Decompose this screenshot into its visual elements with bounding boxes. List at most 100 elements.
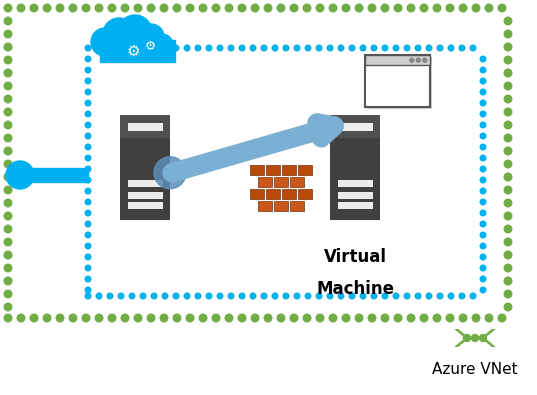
Circle shape — [316, 314, 324, 322]
Circle shape — [6, 161, 34, 189]
Circle shape — [4, 290, 12, 299]
Circle shape — [480, 56, 487, 62]
Circle shape — [504, 120, 512, 130]
Circle shape — [84, 293, 91, 299]
Circle shape — [118, 293, 125, 299]
Circle shape — [69, 314, 77, 322]
Circle shape — [504, 134, 512, 143]
Circle shape — [302, 4, 311, 13]
Circle shape — [504, 186, 512, 194]
Circle shape — [484, 4, 494, 13]
Circle shape — [359, 293, 366, 299]
Circle shape — [4, 81, 12, 90]
Circle shape — [504, 147, 512, 156]
Circle shape — [407, 4, 416, 13]
Circle shape — [154, 157, 186, 189]
Circle shape — [140, 293, 147, 299]
Circle shape — [410, 58, 414, 62]
Circle shape — [185, 4, 194, 13]
Circle shape — [84, 66, 91, 73]
Circle shape — [150, 45, 157, 51]
Bar — [266, 189, 280, 199]
Bar — [20, 168, 88, 182]
Circle shape — [84, 231, 91, 239]
Circle shape — [4, 173, 12, 181]
Circle shape — [162, 45, 169, 51]
Circle shape — [349, 293, 355, 299]
Circle shape — [42, 314, 52, 322]
Circle shape — [224, 314, 234, 322]
Circle shape — [289, 4, 299, 13]
Circle shape — [425, 45, 432, 51]
Circle shape — [84, 286, 91, 293]
Circle shape — [4, 211, 12, 220]
Text: Virtual
Machine: Virtual Machine — [316, 248, 394, 298]
Circle shape — [4, 56, 12, 64]
Circle shape — [272, 45, 279, 51]
Circle shape — [480, 286, 487, 293]
Circle shape — [84, 166, 91, 173]
Circle shape — [150, 293, 157, 299]
Circle shape — [82, 4, 91, 13]
Circle shape — [30, 4, 39, 13]
Circle shape — [42, 4, 52, 13]
Circle shape — [480, 335, 487, 342]
Circle shape — [17, 314, 25, 322]
Circle shape — [497, 314, 506, 322]
Polygon shape — [481, 329, 496, 347]
Circle shape — [480, 132, 487, 139]
Circle shape — [480, 154, 487, 162]
Circle shape — [504, 263, 512, 273]
Circle shape — [4, 147, 12, 156]
Bar — [337, 123, 373, 131]
Circle shape — [337, 45, 345, 51]
Circle shape — [84, 88, 91, 96]
Circle shape — [224, 4, 234, 13]
Circle shape — [4, 94, 12, 103]
Circle shape — [260, 45, 267, 51]
Circle shape — [480, 275, 487, 282]
Circle shape — [84, 199, 91, 205]
Bar — [127, 192, 163, 199]
Circle shape — [504, 81, 512, 90]
Circle shape — [199, 314, 207, 322]
Circle shape — [4, 134, 12, 143]
Circle shape — [349, 45, 355, 51]
Circle shape — [4, 276, 12, 286]
Circle shape — [228, 293, 235, 299]
Bar — [250, 189, 264, 199]
Circle shape — [91, 28, 119, 56]
Circle shape — [106, 45, 113, 51]
Circle shape — [316, 45, 323, 51]
Circle shape — [4, 250, 12, 260]
Circle shape — [463, 335, 470, 342]
Circle shape — [504, 250, 512, 260]
Circle shape — [96, 45, 103, 51]
Circle shape — [484, 314, 494, 322]
Circle shape — [504, 17, 512, 26]
Circle shape — [228, 45, 235, 51]
Circle shape — [459, 4, 468, 13]
Circle shape — [4, 186, 12, 194]
Bar — [298, 165, 312, 175]
Circle shape — [84, 77, 91, 85]
Circle shape — [504, 276, 512, 286]
Circle shape — [289, 314, 299, 322]
Circle shape — [107, 314, 117, 322]
Circle shape — [185, 314, 194, 322]
Circle shape — [216, 293, 223, 299]
Circle shape — [4, 199, 12, 207]
Circle shape — [403, 293, 410, 299]
Circle shape — [447, 293, 454, 299]
Circle shape — [212, 314, 221, 322]
Circle shape — [184, 45, 191, 51]
Circle shape — [128, 293, 135, 299]
Circle shape — [237, 4, 246, 13]
Circle shape — [118, 45, 125, 51]
Circle shape — [329, 4, 337, 13]
Circle shape — [264, 314, 272, 322]
Circle shape — [264, 4, 272, 13]
Bar — [330, 115, 380, 138]
Circle shape — [415, 293, 422, 299]
Circle shape — [504, 94, 512, 103]
